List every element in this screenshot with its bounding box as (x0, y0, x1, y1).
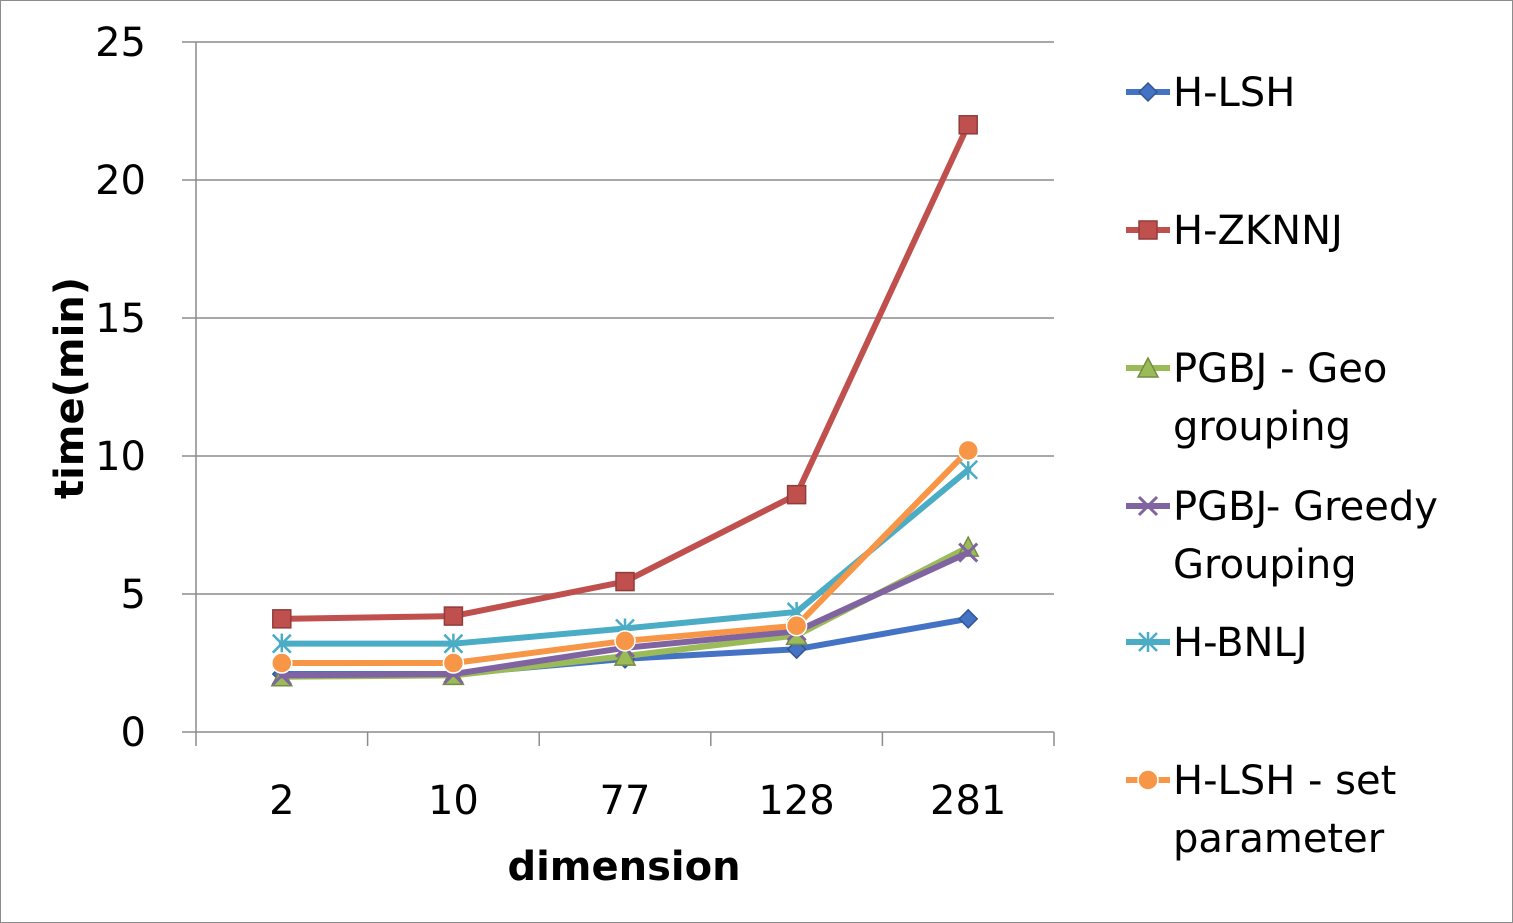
data-point-marker (786, 484, 807, 505)
data-point-marker (958, 459, 979, 480)
gridlines (196, 41, 1054, 595)
legend-marker (1138, 220, 1158, 240)
legend-entry: H-BNLJ (1126, 620, 1308, 666)
data-point-marker (443, 606, 464, 626)
data-point-marker (615, 571, 635, 592)
data-point-marker (442, 652, 465, 674)
legend-label: Grouping (1173, 542, 1357, 588)
y-axis-title: time(min) (47, 277, 93, 499)
data-point-marker (958, 115, 978, 135)
series-line (278, 121, 972, 622)
x-tick-label: 77 (600, 778, 651, 824)
legend-label: H-BNLJ (1173, 620, 1308, 666)
legend-label: H-LSH - set (1173, 758, 1396, 804)
series-lines (270, 115, 980, 687)
y-tick-label: 0 (121, 710, 146, 756)
legend-marker (1138, 632, 1158, 652)
y-tick-label: 25 (95, 20, 146, 66)
legend-entry: PGBJ- Greedy Grouping (1126, 484, 1438, 588)
legend-label: H-ZKNNJ (1173, 208, 1343, 254)
legend-label: PGBJ - Geo (1173, 346, 1387, 392)
data-point-marker (271, 652, 293, 674)
legend-label: H-LSH (1173, 70, 1295, 116)
x-tick-label: 10 (428, 778, 479, 824)
series-1 (272, 115, 978, 629)
legend-entry: H-LSH (1126, 70, 1295, 116)
legend-label: parameter (1173, 816, 1385, 862)
data-point-marker (785, 614, 808, 637)
legend-label: PGBJ- Greedy (1173, 484, 1438, 530)
x-axis-title: dimension (507, 844, 740, 890)
y-tick-label: 10 (95, 434, 146, 480)
data-point-marker (443, 633, 464, 654)
x-tick-label: 128 (758, 778, 834, 824)
legend-entry: H-LSH - set parameter (1126, 758, 1396, 862)
data-point-marker (272, 609, 292, 629)
data-point-marker (958, 542, 979, 563)
data-point-marker (613, 644, 637, 666)
legend-marker (1137, 495, 1159, 517)
series-4 (271, 459, 979, 654)
legend-marker (1137, 81, 1159, 103)
legend-marker (1136, 356, 1160, 378)
y-tick-label: 5 (121, 572, 146, 618)
data-point-marker (958, 608, 979, 629)
legend-entry: PGBJ - Geo grouping (1126, 346, 1387, 450)
data-point-marker (614, 630, 636, 652)
data-point-marker (271, 633, 292, 654)
axes: 0 5 10 15 20 25 2 10 77 128 281 (95, 20, 1055, 824)
series-5 (271, 439, 979, 674)
y-tick-label: 20 (95, 158, 146, 204)
legend-entry: H-ZKNNJ (1126, 208, 1343, 254)
y-tick-label: 15 (95, 296, 146, 342)
legend: H-LSH H-ZKNNJ PGBJ - Geo grouping PGBJ- Gree… (1126, 70, 1438, 862)
x-tick-label: 281 (930, 778, 1006, 824)
legend-marker (1137, 769, 1159, 791)
x-tick-label: 2 (269, 778, 294, 824)
data-point-marker (957, 439, 979, 462)
legend-label: grouping (1173, 404, 1351, 450)
